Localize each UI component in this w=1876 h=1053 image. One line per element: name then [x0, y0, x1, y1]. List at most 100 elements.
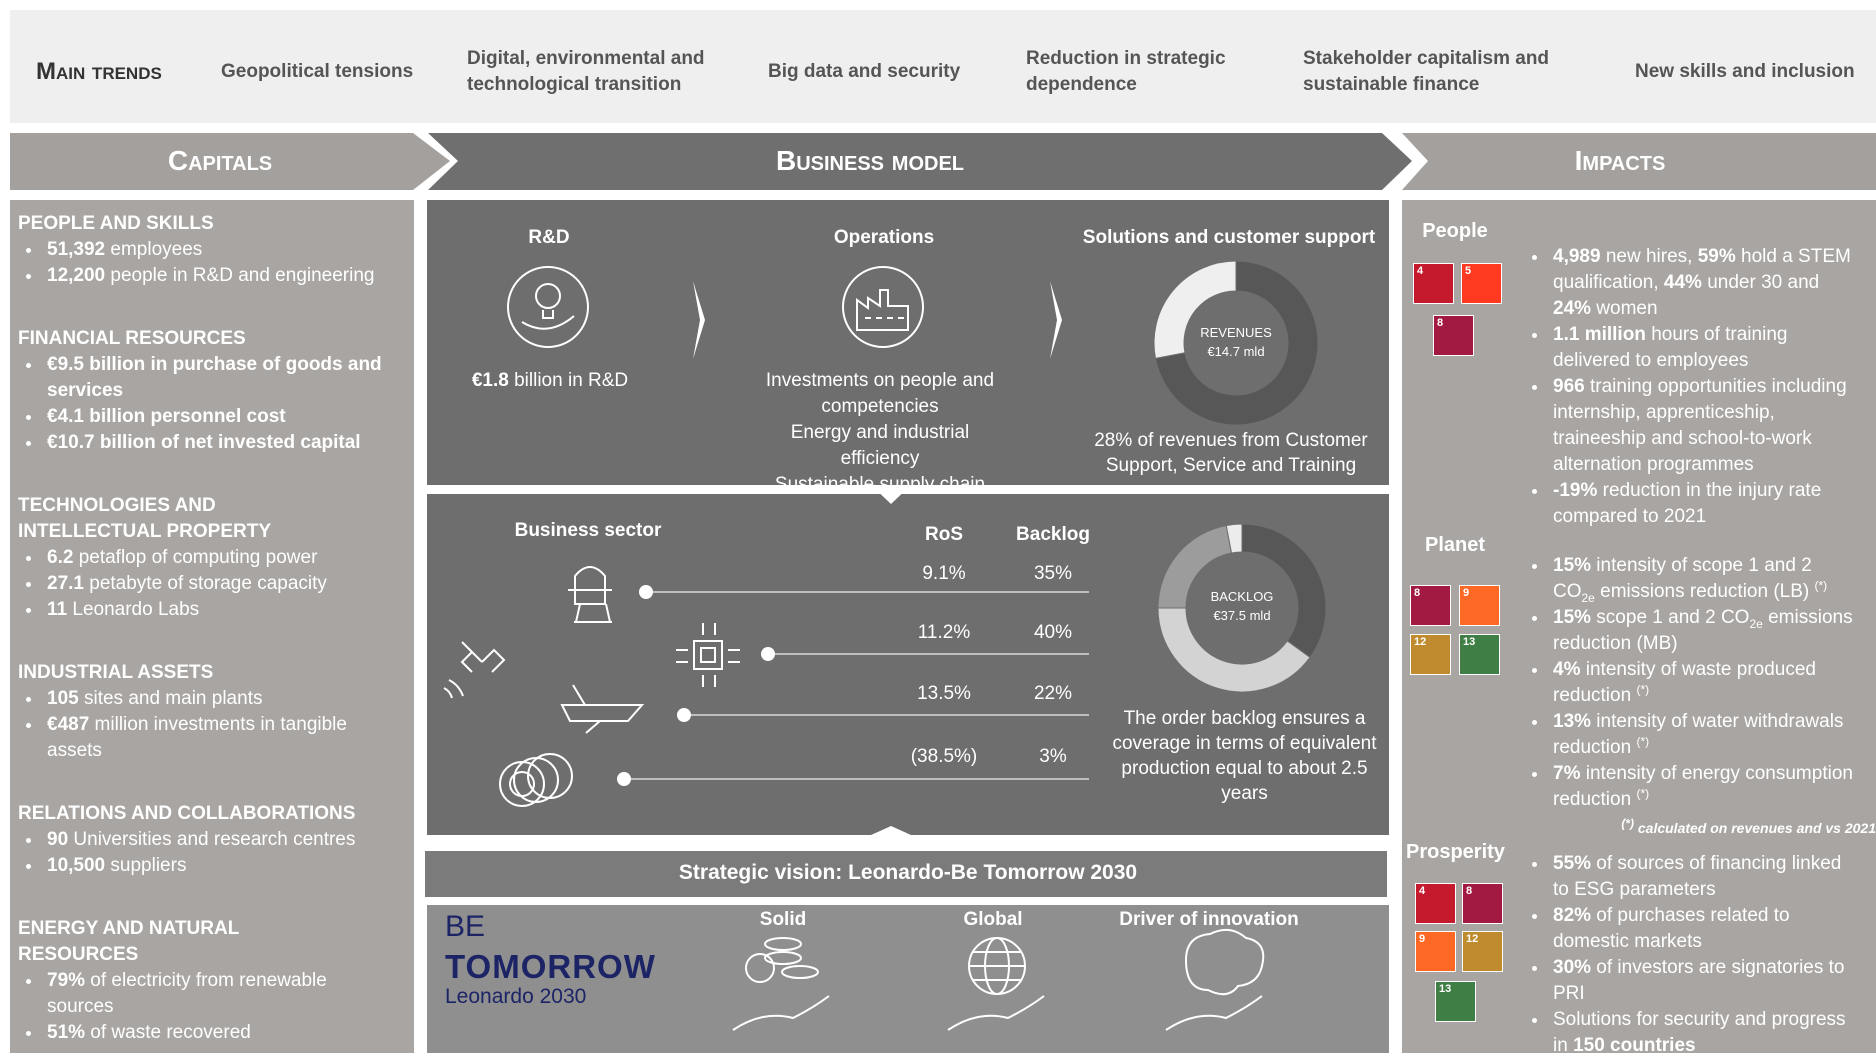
bold-text: 59% [1698, 246, 1736, 267]
bold-text: 13% [1553, 711, 1591, 732]
bold-text: 150 countries [1573, 1035, 1696, 1053]
trend-item: Digital, environmental and technological… [467, 46, 737, 98]
bold-text: €1.8 [472, 370, 509, 391]
text-run: calculated on revenues and vs 2021 [1634, 820, 1876, 836]
bold-text: 82% [1553, 905, 1591, 926]
sdg-icon: 8 [1410, 585, 1451, 626]
bullet: €10.7 billion of net invested capital [18, 430, 398, 456]
sector-dot [761, 647, 775, 661]
bullet: 1.1 million hours of training delivered … [1524, 322, 1854, 374]
bullet: Solutions for security and progress in 1… [1524, 1007, 1854, 1053]
impacts-header: Impacts [1420, 145, 1820, 177]
rd-title: R&D [449, 225, 649, 251]
sdg-icon: 8 [1462, 883, 1503, 924]
bullet: 13% intensity of water withdrawals reduc… [1524, 709, 1854, 761]
impact-list: 4,989 new hires, 59% hold a STEM qualifi… [1524, 244, 1854, 530]
trend-item: Geopolitical tensions [221, 59, 441, 85]
bold-text: €9.5 billion in purchase of goods and se… [47, 354, 382, 401]
sdg-icon: 5 [1461, 263, 1502, 304]
text-run: training opportunities including interns… [1553, 376, 1847, 475]
logo-leonardo: Leonardo 2030 [445, 984, 586, 1010]
text-run: (*) [1636, 787, 1649, 801]
text-run: million investments in tangible assets [47, 714, 347, 761]
text-run: (*) [1621, 816, 1634, 830]
bold-text: €10.7 billion of net invested capital [47, 432, 361, 453]
bullet: €4.1 billion personnel cost [18, 404, 398, 430]
text-run: women [1591, 298, 1658, 319]
capital-section: PEOPLE AND SKILLS51,392 employees12,200 … [18, 211, 398, 289]
donut-amount: €14.7 mld [1176, 343, 1296, 361]
bold-text: -19% [1553, 480, 1597, 501]
bullet: 11 Leonardo Labs [18, 597, 398, 623]
logo-tomorrow: TOMORROW [445, 948, 656, 986]
text-run: petabyte of storage capacity [84, 573, 327, 594]
impact-group-title: People [1405, 218, 1505, 244]
ros-value: 13.5% [894, 681, 994, 707]
text-run: employees [105, 239, 202, 260]
sdg-icon: 4 [1413, 263, 1454, 304]
logo-be: BE [445, 910, 485, 944]
bold-text: 15% [1553, 607, 1591, 628]
page: Main trends Geopolitical tensions Digital,… [0, 0, 1876, 1053]
trends-title: Main trends [36, 57, 162, 87]
bold-text: 105 [47, 688, 79, 709]
sdg-icon: 12 [1462, 931, 1503, 972]
bold-text: 4% [1553, 659, 1580, 680]
impact-list: 55% of sources of financing linked to ES… [1524, 851, 1854, 1053]
rd-text: €1.8 billion in R&D [430, 368, 670, 394]
bullet: 51,392 employees [18, 237, 398, 263]
bullet: 12,200 people in R&D and engineering [18, 263, 398, 289]
donut-label: REVENUES [1176, 324, 1296, 342]
text-run: sites and main plants [79, 688, 263, 709]
sdg-icon: 13 [1459, 634, 1500, 675]
backlog-caption: The order backlog ensures a coverage in … [1102, 706, 1387, 806]
section-title: RELATIONS AND COLLABORATIONS [18, 801, 358, 827]
trend-item: New skills and inclusion [1635, 59, 1855, 85]
bold-text: 44% [1664, 272, 1702, 293]
impact-list: 15% intensity of scope 1 and 2 CO2e emis… [1524, 553, 1854, 813]
ros-value: 9.1% [894, 561, 994, 587]
text-run: intensity of waste produced reduction [1553, 659, 1816, 706]
bullet: €487 million investments in tangible ass… [18, 712, 398, 764]
sdg-icon: 12 [1410, 634, 1451, 675]
text-run: of waste recovered [85, 1022, 251, 1043]
section-title: PEOPLE AND SKILLS [18, 211, 358, 237]
bold-text: €487 [47, 714, 89, 735]
sdg-icon: 4 [1415, 883, 1456, 924]
bullet: 27.1 petabyte of storage capacity [18, 571, 398, 597]
bold-text: 27.1 [47, 573, 84, 594]
backlog-value: 3% [1003, 744, 1103, 770]
impact-note: (*) calculated on revenues and vs 2021 [1560, 818, 1876, 838]
text-run: petaflop of computing power [73, 547, 317, 568]
backlog-value: 35% [1003, 561, 1103, 587]
vision-title: Strategic vision: Leonardo-Be Tomorrow 2… [427, 860, 1389, 886]
bullet: -19% reduction in the injury rate compar… [1524, 478, 1854, 530]
text-run: under 30 and [1702, 272, 1819, 293]
backlog-value: 40% [1003, 620, 1103, 646]
bold-text: 966 [1553, 376, 1585, 397]
sdg-icon: 9 [1415, 931, 1456, 972]
backlog-header: Backlog [1003, 522, 1103, 548]
capital-section: TECHNOLOGIES AND INTELLECTUAL PROPERTY6.… [18, 493, 398, 623]
bold-text: 24% [1553, 298, 1591, 319]
capitals-list: PEOPLE AND SKILLS51,392 employees12,200 … [18, 211, 398, 1053]
text-run: 2e [1582, 591, 1595, 605]
bullet: 82% of purchases related to domestic mar… [1524, 903, 1854, 955]
text-run: new hires, [1601, 246, 1698, 267]
bold-text: 79% [47, 970, 85, 991]
capitals-header: Capitals [20, 145, 420, 177]
section-title: ENERGY AND NATURAL RESOURCES [18, 916, 358, 968]
operations-text: Investments on people and competenciesEn… [740, 368, 1020, 498]
bullet: €9.5 billion in purchase of goods and se… [18, 352, 398, 404]
bullet: 15% scope 1 and 2 CO2e emissions reducti… [1524, 605, 1854, 657]
chevron [693, 281, 705, 359]
text-run: intensity of energy consumption reductio… [1553, 763, 1853, 810]
text-run: of investors are signatories to PRI [1553, 957, 1845, 1004]
bullet: 966 training opportunities including int… [1524, 374, 1854, 478]
trend-item: Big data and security [768, 59, 988, 85]
backlog-value: 22% [1003, 681, 1103, 707]
text-run: suppliers [105, 855, 186, 876]
text-run: Universities and research centres [68, 829, 355, 850]
